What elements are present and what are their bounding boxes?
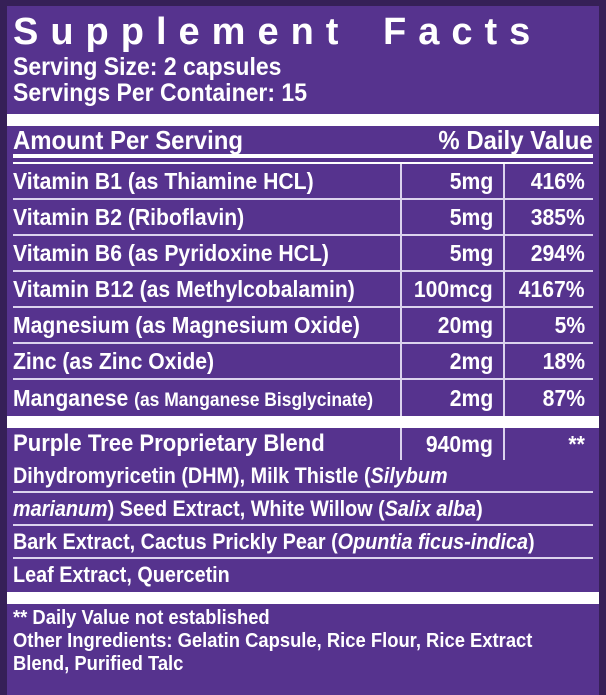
blend-table-body: Purple Tree Proprietary Blend 940mg ** xyxy=(13,428,593,460)
divider-bar-blend xyxy=(7,416,599,428)
blend-description-line: Leaf Extract, Quercetin xyxy=(13,562,230,587)
blend-description-line: marianum) Seed Extract, White Willow (Sa… xyxy=(13,493,593,526)
nutrient-amount: 5mg xyxy=(449,203,493,230)
nutrient-daily-value: 385% xyxy=(530,203,585,230)
supplement-facts-label: Supplement Facts Serving Size: 2 capsule… xyxy=(7,6,599,695)
blend-amount: 940mg xyxy=(425,430,493,457)
blend-description: Dihydromyricetin (DHM), Milk Thistle (Si… xyxy=(13,460,593,592)
nutrient-daily-value: 18% xyxy=(542,347,585,374)
nutrient-name: Vitamin B12 (as Methylcobalamin) xyxy=(13,275,355,302)
nutrient-daily-value: 294% xyxy=(530,239,585,266)
nutrient-name: Zinc (as Zinc Oxide) xyxy=(13,347,215,374)
nutrient-daily-value: 87% xyxy=(542,384,585,411)
other-ingredients-continued-text: Blend, Purified Talc xyxy=(13,653,184,675)
blend-name: Purple Tree Proprietary Blend xyxy=(13,430,325,457)
nutrient-daily-value: 5% xyxy=(554,311,585,338)
divider-bar-top xyxy=(7,114,599,126)
table-row-magnesium: Magnesium (as Magnesium Oxide) 20mg 5% xyxy=(13,308,593,344)
nutrient-daily-value: 416% xyxy=(530,167,585,194)
other-ingredients-text: Other Ingredients: Gelatin Capsule, Rice… xyxy=(13,630,533,652)
serving-size-text: Serving Size: 2 capsules xyxy=(13,53,282,81)
blend-description-line: Dihydromyricetin (DHM), Milk Thistle (Si… xyxy=(13,460,593,493)
nutrient-name: Vitamin B1 (as Thiamine HCL) xyxy=(13,167,314,194)
table-row-vitamin-b12: Vitamin B12 (as Methylcobalamin) 100mcg … xyxy=(13,272,593,308)
nutrient-amount: 2mg xyxy=(449,384,493,411)
daily-value-header: % Daily Value xyxy=(438,124,593,155)
table-row-vitamin-b2: Vitamin B2 (Riboflavin) 5mg 385% xyxy=(13,200,593,236)
nutrient-amount: 100mcg xyxy=(414,275,493,302)
label-title: Supplement Facts xyxy=(13,11,543,53)
divider-bar-footnote xyxy=(7,592,599,604)
nutrient-name-note: (as Manganese Bisglycinate) xyxy=(134,389,374,411)
table-header-row: Amount Per Serving % Daily Value xyxy=(13,124,593,155)
servings-per-container-text: Servings Per Container: 15 xyxy=(13,79,307,107)
table-row-vitamin-b6: Vitamin B6 (as Pyridoxine HCL) 5mg 294% xyxy=(13,236,593,272)
nutrient-amount: 20mg xyxy=(437,311,493,338)
amount-per-serving-header: Amount Per Serving xyxy=(13,124,243,155)
table-row-zinc: Zinc (as Zinc Oxide) 2mg 18% xyxy=(13,344,593,380)
blend-daily-value: ** xyxy=(568,430,585,457)
nutrient-name: Magnesium (as Magnesium Oxide) xyxy=(13,311,360,338)
nutrient-table-body: Vitamin B1 (as Thiamine HCL) 5mg 416% Vi… xyxy=(13,164,593,416)
nutrient-amount: 2mg xyxy=(449,347,493,374)
column-divider-2 xyxy=(503,164,505,416)
table-row-proprietary-blend: Purple Tree Proprietary Blend 940mg ** xyxy=(13,428,593,460)
nutrient-name: Vitamin B2 (Riboflavin) xyxy=(13,203,245,230)
nutrient-name: Manganese xyxy=(13,384,129,411)
blend-description-line: Bark Extract, Cactus Prickly Pear (Opunt… xyxy=(13,526,593,559)
footnotes: ** Daily Value not established Other Ing… xyxy=(13,607,593,676)
column-divider-1 xyxy=(400,164,402,416)
header-double-rule xyxy=(13,154,593,164)
nutrient-amount: 5mg xyxy=(449,167,493,194)
table-row-manganese: Manganese (as Manganese Bisglycinate) 2m… xyxy=(13,380,593,416)
daily-value-footnote: ** Daily Value not established xyxy=(13,607,270,629)
nutrient-name: Vitamin B6 (as Pyridoxine HCL) xyxy=(13,239,329,266)
column-divider-1 xyxy=(400,428,402,460)
table-row-vitamin-b1: Vitamin B1 (as Thiamine HCL) 5mg 416% xyxy=(13,164,593,200)
nutrient-daily-value: 4167% xyxy=(519,275,585,302)
nutrient-amount: 5mg xyxy=(449,239,493,266)
column-divider-2 xyxy=(503,428,505,460)
